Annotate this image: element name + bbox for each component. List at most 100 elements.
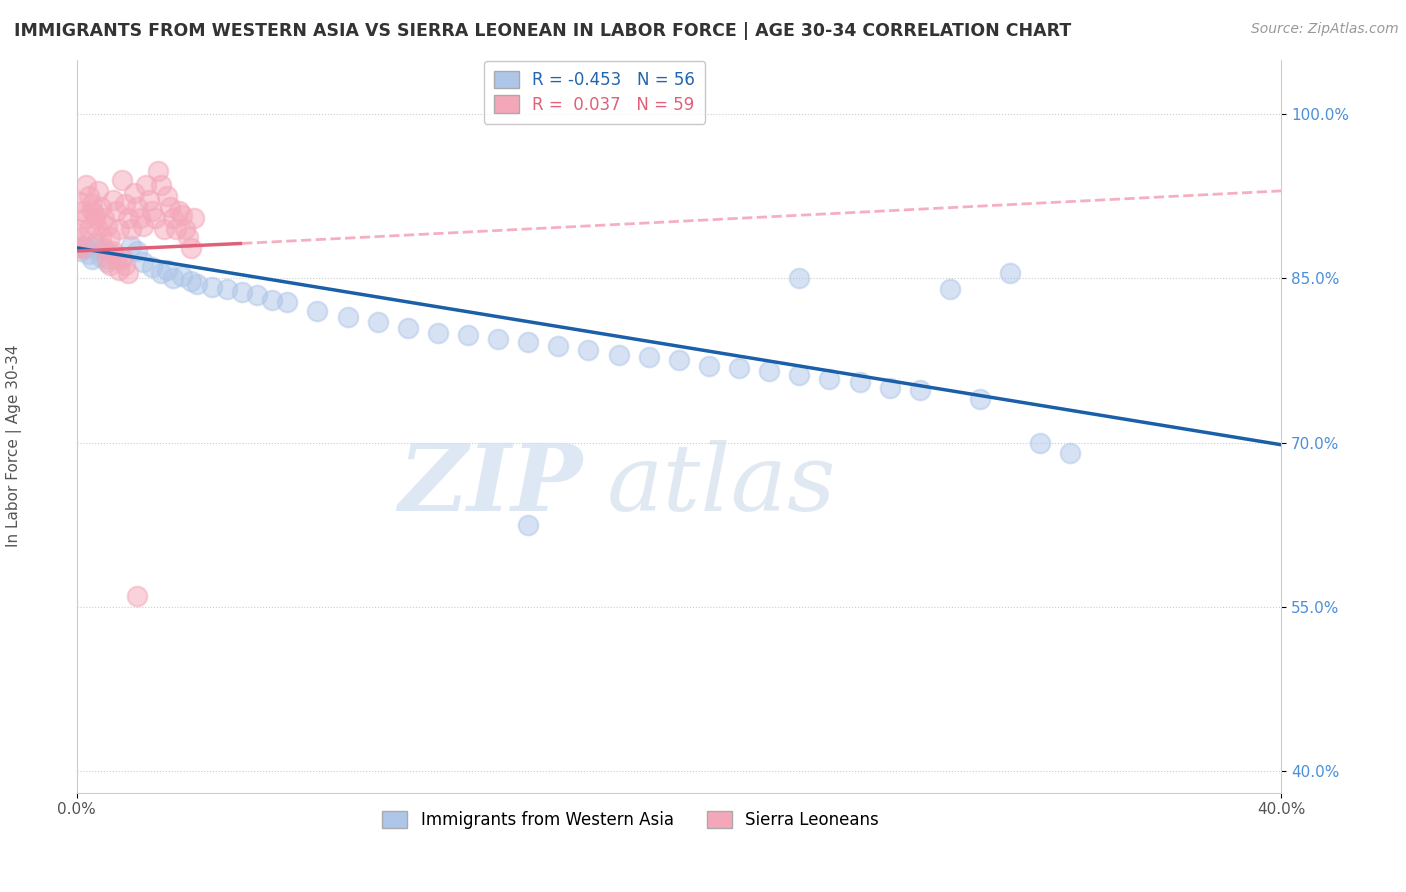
Point xyxy=(122,186,145,200)
Point xyxy=(141,203,163,218)
Point xyxy=(128,211,150,226)
Point xyxy=(75,211,97,226)
Point xyxy=(111,250,134,264)
Point xyxy=(276,295,298,310)
Point xyxy=(879,381,901,395)
Point xyxy=(998,266,1021,280)
Point xyxy=(547,339,569,353)
Point xyxy=(138,193,160,207)
Point xyxy=(96,252,118,266)
Point xyxy=(132,219,155,233)
Point xyxy=(72,203,94,218)
Point xyxy=(246,288,269,302)
Point xyxy=(86,242,108,256)
Point xyxy=(90,230,112,244)
Point xyxy=(149,178,172,193)
Point xyxy=(75,178,97,193)
Point xyxy=(80,203,103,218)
Point xyxy=(607,348,630,362)
Point xyxy=(65,222,87,236)
Point xyxy=(517,517,540,532)
Point xyxy=(83,208,105,222)
Point xyxy=(96,255,118,269)
Point xyxy=(86,222,108,236)
Text: atlas: atlas xyxy=(606,440,837,530)
Point xyxy=(69,244,91,258)
Point xyxy=(111,173,134,187)
Point xyxy=(848,376,870,390)
Point xyxy=(969,392,991,406)
Point xyxy=(1059,446,1081,460)
Point xyxy=(90,250,112,264)
Point xyxy=(186,277,208,291)
Point xyxy=(149,266,172,280)
Point xyxy=(107,222,129,236)
Point xyxy=(101,244,124,258)
Point xyxy=(104,252,127,266)
Point xyxy=(367,315,389,329)
Point xyxy=(728,361,751,376)
Point xyxy=(65,241,87,255)
Point xyxy=(93,211,115,226)
Point xyxy=(98,258,121,272)
Point xyxy=(201,280,224,294)
Point xyxy=(77,189,100,203)
Text: IMMIGRANTS FROM WESTERN ASIA VS SIERRA LEONEAN IN LABOR FORCE | AGE 30-34 CORREL: IMMIGRANTS FROM WESTERN ASIA VS SIERRA L… xyxy=(14,22,1071,40)
Point xyxy=(72,241,94,255)
Point xyxy=(262,293,284,308)
Point xyxy=(132,255,155,269)
Point xyxy=(908,383,931,397)
Point xyxy=(787,271,810,285)
Point xyxy=(98,230,121,244)
Point xyxy=(125,200,148,214)
Text: In Labor Force | Age 30-34: In Labor Force | Age 30-34 xyxy=(6,344,22,548)
Point xyxy=(141,260,163,275)
Point xyxy=(396,320,419,334)
Point xyxy=(167,203,190,218)
Point xyxy=(75,241,97,255)
Point xyxy=(69,194,91,209)
Legend: Immigrants from Western Asia, Sierra Leoneans: Immigrants from Western Asia, Sierra Leo… xyxy=(375,804,886,836)
Point xyxy=(180,274,202,288)
Point xyxy=(117,266,139,280)
Point xyxy=(86,184,108,198)
Point xyxy=(104,203,127,218)
Point xyxy=(96,219,118,233)
Point xyxy=(217,282,239,296)
Point xyxy=(697,359,720,373)
Point xyxy=(787,368,810,382)
Point xyxy=(162,211,184,226)
Point xyxy=(83,236,105,251)
Point xyxy=(90,200,112,214)
Point xyxy=(578,343,600,357)
Point xyxy=(114,258,136,272)
Point xyxy=(156,189,179,203)
Point xyxy=(180,241,202,255)
Point xyxy=(80,252,103,266)
Point xyxy=(80,197,103,211)
Point xyxy=(77,247,100,261)
Text: Source: ZipAtlas.com: Source: ZipAtlas.com xyxy=(1251,22,1399,37)
Point xyxy=(758,364,780,378)
Point xyxy=(939,282,962,296)
Point xyxy=(93,244,115,258)
Point xyxy=(177,230,200,244)
Point xyxy=(120,222,142,236)
Point xyxy=(125,589,148,603)
Point xyxy=(101,193,124,207)
Point xyxy=(153,222,176,236)
Point xyxy=(125,244,148,258)
Point xyxy=(111,252,134,266)
Point xyxy=(135,178,157,193)
Point xyxy=(146,164,169,178)
Point xyxy=(183,211,205,226)
Point xyxy=(159,200,181,214)
Point xyxy=(174,222,197,236)
Point xyxy=(165,222,187,236)
Point xyxy=(69,230,91,244)
Point xyxy=(143,211,166,226)
Point xyxy=(93,241,115,255)
Point xyxy=(162,271,184,285)
Point xyxy=(231,285,253,299)
Point xyxy=(637,350,659,364)
